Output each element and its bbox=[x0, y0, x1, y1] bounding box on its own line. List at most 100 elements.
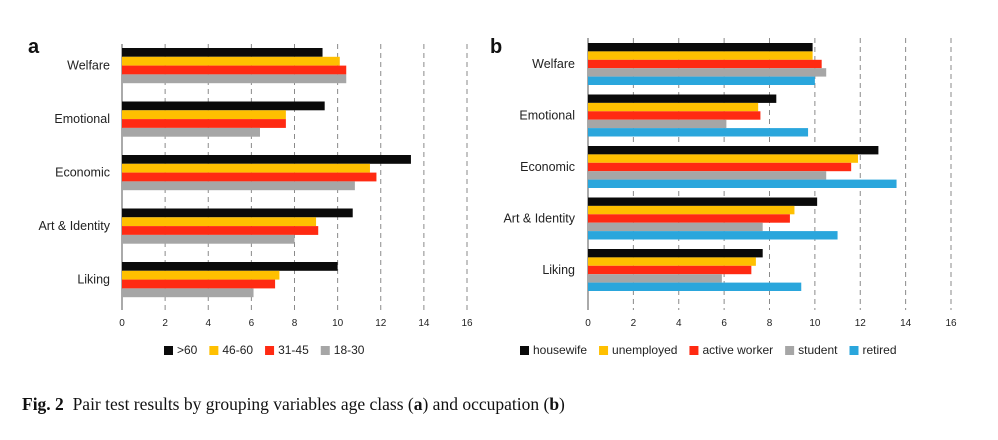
x-tick-label: 0 bbox=[585, 318, 591, 329]
category-label-economic: Economic bbox=[55, 166, 110, 180]
bar-retired-economic bbox=[588, 179, 897, 188]
x-tick-label: 14 bbox=[900, 318, 912, 329]
bar-unemployed-welfare bbox=[588, 51, 813, 60]
bar-31-45-art-and-identity bbox=[122, 226, 319, 235]
legend-item-46-60: 46-60 bbox=[209, 343, 253, 357]
bar-student-economic bbox=[588, 171, 827, 180]
legend-item-31-45: 31-45 bbox=[265, 343, 309, 357]
bar-gt-60-liking bbox=[122, 262, 338, 271]
caption-panel-b: b bbox=[549, 394, 560, 414]
bar-18-30-liking bbox=[122, 288, 254, 298]
bar-31-45-emotional bbox=[122, 119, 286, 128]
x-tick-label: 2 bbox=[631, 318, 637, 329]
bar-housewife-art-and-identity bbox=[588, 197, 818, 206]
x-tick-label: 4 bbox=[676, 318, 682, 329]
bar-18-30-welfare bbox=[122, 74, 347, 84]
x-tick-label: 8 bbox=[767, 318, 773, 329]
legend-label: >60 bbox=[177, 343, 198, 357]
legend-item-gt-60: >60 bbox=[164, 343, 198, 357]
legend-label: 31-45 bbox=[278, 343, 309, 357]
bar-student-art-and-identity bbox=[588, 222, 763, 232]
legend-swatch bbox=[785, 346, 795, 355]
bar-31-45-economic bbox=[122, 172, 377, 182]
caption-text-3: ) bbox=[559, 394, 565, 414]
bar-unemployed-emotional bbox=[588, 102, 759, 112]
legend-item-housewife: housewife bbox=[520, 343, 587, 357]
legend-swatch bbox=[209, 346, 219, 355]
legend-label: retired bbox=[863, 343, 897, 357]
bar-46-60-liking bbox=[122, 270, 280, 280]
x-tick-label: 4 bbox=[205, 318, 211, 329]
bar-active-worker-economic bbox=[588, 162, 852, 172]
legend-swatch bbox=[689, 346, 699, 355]
caption-text-2: ) and occupation ( bbox=[422, 394, 550, 414]
legend-label: 18-30 bbox=[334, 343, 365, 357]
panel-label-a: a bbox=[28, 36, 40, 58]
x-tick-label: 16 bbox=[945, 318, 957, 329]
bar-46-60-economic bbox=[122, 163, 370, 173]
x-tick-label: 2 bbox=[162, 318, 168, 329]
legend-label: unemployed bbox=[612, 343, 677, 357]
bar-student-emotional bbox=[588, 119, 727, 129]
legend-swatch bbox=[265, 346, 275, 355]
bar-18-30-art-and-identity bbox=[122, 234, 295, 244]
legend-label: 46-60 bbox=[222, 343, 253, 357]
caption-panel-a: a bbox=[413, 394, 423, 414]
x-tick-label: 6 bbox=[249, 318, 255, 329]
bar-retired-emotional bbox=[588, 128, 809, 137]
x-tick-label: 8 bbox=[292, 318, 298, 329]
bar-18-30-economic bbox=[122, 181, 355, 191]
legend-swatch bbox=[849, 346, 859, 355]
bar-retired-liking bbox=[588, 282, 802, 291]
bar-active-worker-welfare bbox=[588, 59, 822, 69]
bar-gt-60-welfare bbox=[122, 48, 323, 57]
legend-item-student: student bbox=[785, 343, 838, 357]
category-label-art-and-identity: Art & Identity bbox=[503, 212, 575, 226]
bar-retired-art-and-identity bbox=[588, 231, 838, 240]
bar-gt-60-emotional bbox=[122, 101, 325, 111]
bar-retired-welfare bbox=[588, 76, 815, 85]
caption-text-1: Pair test results by grouping variables … bbox=[72, 394, 414, 414]
x-tick-label: 12 bbox=[855, 318, 867, 329]
bar-housewife-welfare bbox=[588, 43, 813, 52]
x-tick-label: 14 bbox=[418, 318, 430, 329]
bar-active-worker-emotional bbox=[588, 111, 761, 120]
bar-housewife-liking bbox=[588, 249, 763, 258]
x-tick-label: 6 bbox=[721, 318, 727, 329]
bar-31-45-liking bbox=[122, 279, 276, 289]
legend-label: active worker bbox=[702, 343, 773, 357]
chart-panel-a: a 0 2 4 6 8 10 12 14 16 Welfare Emotional Economic Ar… bbox=[28, 36, 473, 357]
legend-item-unemployed: unemployed bbox=[599, 343, 677, 357]
bar-18-30-emotional bbox=[122, 127, 260, 137]
x-tick-label: 0 bbox=[119, 318, 125, 329]
category-label-welfare: Welfare bbox=[67, 59, 110, 73]
bar-gt-60-economic bbox=[122, 155, 411, 164]
legend-label: housewife bbox=[533, 343, 587, 357]
caption-label: Fig. 2 bbox=[22, 394, 64, 414]
legend-swatch bbox=[520, 346, 529, 355]
x-tick-label: 10 bbox=[332, 318, 344, 329]
bar-gt-60-art-and-identity bbox=[122, 208, 353, 218]
bar-student-liking bbox=[588, 274, 722, 283]
bar-unemployed-art-and-identity bbox=[588, 205, 795, 215]
bar-46-60-welfare bbox=[122, 56, 340, 66]
bar-unemployed-liking bbox=[588, 257, 756, 266]
bar-31-45-welfare bbox=[122, 65, 347, 75]
legend-item-18-30: 18-30 bbox=[320, 343, 365, 357]
bar-student-welfare bbox=[588, 68, 827, 77]
bar-housewife-economic bbox=[588, 146, 879, 155]
bar-46-60-emotional bbox=[122, 110, 286, 120]
legend-swatch bbox=[599, 346, 609, 355]
bar-active-worker-art-and-identity bbox=[588, 214, 790, 223]
category-label-welfare: Welfare bbox=[532, 57, 575, 71]
x-tick-label: 16 bbox=[461, 318, 473, 329]
x-tick-label: 12 bbox=[375, 318, 387, 329]
figure-caption: Fig. 2 Pair test results by grouping var… bbox=[22, 394, 982, 415]
figure: a 0 2 4 6 8 10 12 14 16 Welfare Emotional Economic Ar… bbox=[28, 36, 957, 357]
category-label-economic: Economic bbox=[520, 160, 575, 174]
bar-active-worker-liking bbox=[588, 265, 752, 275]
legend-item-retired: retired bbox=[849, 343, 897, 357]
bar-46-60-art-and-identity bbox=[122, 217, 317, 227]
bar-unemployed-economic bbox=[588, 154, 858, 163]
category-label-liking: Liking bbox=[77, 273, 110, 287]
